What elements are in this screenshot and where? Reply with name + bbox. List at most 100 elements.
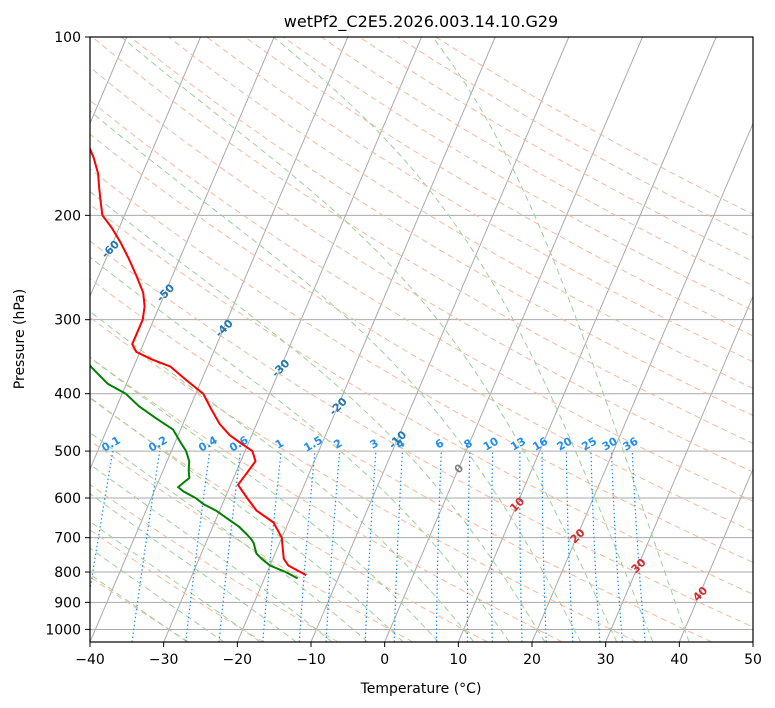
mixing-ratio-line [610, 451, 623, 642]
moist-adiabat-line [121, 37, 618, 642]
isotherm-line [384, 37, 643, 642]
isotherm-line [678, 467, 753, 642]
mixing-ratio-line [218, 451, 242, 642]
moist-adiabat-line [90, 463, 333, 642]
y-tick-label: 400 [54, 387, 81, 403]
isotherm-label: -20 [327, 395, 350, 418]
dry-adiabat-line [90, 99, 753, 502]
isotherm-line [163, 37, 422, 642]
x-tick-label: 10 [449, 652, 467, 668]
plot-frame [89, 36, 754, 643]
temperature-profile-line [90, 146, 307, 577]
x-axis: −40 −30 −20 −10 0 10 20 30 40 50 [75, 642, 762, 668]
mixing-ratio-line [490, 451, 494, 642]
moist-adiabat-line [90, 520, 261, 642]
isotherm-label: 20 [568, 526, 588, 546]
isotherm-line [457, 37, 717, 642]
dry-adiabat-line [90, 397, 488, 642]
y-tick-label: 200 [54, 208, 81, 224]
dry-adiabat-line [90, 278, 712, 642]
y-tick-label: 1000 [45, 622, 81, 638]
isotherm-label: -30 [269, 356, 292, 379]
dry-adiabat-line [435, 37, 753, 215]
x-tick-label: 20 [523, 652, 541, 668]
moist-adiabat-line [90, 396, 404, 642]
isotherm-label: 40 [690, 584, 710, 604]
moist-adiabat-line [90, 547, 225, 642]
y-axis-label: Pressure (hPa) [12, 289, 28, 389]
isotherm-line [90, 37, 201, 298]
x-tick-label: 50 [744, 652, 762, 668]
y-tick-label: 100 [54, 30, 81, 46]
dry-adiabat-line [282, 37, 753, 312]
dry-adiabat-line [90, 356, 563, 642]
mixing-ratio-line [519, 451, 523, 642]
x-tick-label: 40 [670, 652, 688, 668]
moist-adiabat-line [90, 493, 297, 642]
x-axis-label: Temperature (°C) [360, 681, 482, 697]
mixing-ratio-line [131, 451, 161, 642]
isotherm-line [90, 37, 349, 642]
dewpoint-profile-line [90, 364, 299, 580]
mixing-ratio-line [435, 451, 442, 642]
mixing-ratio-line [185, 451, 211, 642]
isotherm-label: 0 [452, 461, 467, 476]
isotherm-line [531, 122, 753, 642]
isotherm-label: -80 [0, 146, 14, 169]
dry-adiabat-line [90, 133, 753, 533]
sounding-profiles [90, 146, 307, 580]
moist-adiabat-line [90, 356, 439, 642]
chart-title: wetPf2_C2E5.2026.003.14.10.G29 [284, 12, 558, 32]
dry-adiabat-line [90, 240, 753, 628]
dry-adiabat-line [91, 37, 753, 445]
y-tick-label: 900 [54, 595, 81, 611]
mixing-ratio-lines [90, 450, 646, 642]
dry-adiabat-line [90, 483, 339, 642]
mixing-ratio-label: 3 [368, 437, 381, 452]
y-tick-label: 700 [54, 531, 81, 547]
plot-area: 0.10.20.40.611.52346810131620253036-100-… [0, 37, 753, 642]
x-tick-label: −40 [75, 652, 105, 668]
x-tick-label: 0 [380, 652, 389, 668]
isotherm-label: 30 [629, 556, 649, 576]
isotherm-line [236, 37, 496, 642]
moist-adiabat-line [90, 256, 510, 642]
moist-adiabat-line [90, 431, 369, 642]
x-tick-label: 30 [597, 652, 615, 668]
mixing-ratio-line [466, 451, 471, 642]
moist-adiabat-line [273, 37, 654, 642]
moist-adiabat-line [90, 310, 475, 642]
dry-adiabat-line [130, 37, 753, 417]
isotherm-line [90, 37, 275, 471]
x-tick-label: −20 [223, 652, 253, 668]
dry-adiabats [90, 37, 753, 642]
moist-adiabat-line [90, 573, 188, 642]
dry-adiabat-line [90, 440, 414, 642]
dry-adiabat-line [90, 203, 753, 595]
mixing-ratio-line [565, 451, 574, 642]
mixing-ratio-line [90, 450, 114, 594]
isotherm-line [605, 295, 753, 642]
moist-adiabat-line [432, 37, 690, 642]
mixing-ratio-line [262, 451, 282, 642]
moist-adiabats [90, 37, 690, 642]
moist-adiabat-line [90, 190, 546, 642]
isotherm-line [752, 640, 753, 642]
y-tick-label: 300 [54, 313, 81, 329]
mixing-ratio-line [590, 451, 601, 642]
dry-adiabat-line [359, 37, 753, 263]
y-tick-label: 600 [54, 491, 81, 507]
y-tick-label: 800 [54, 565, 81, 581]
dry-adiabat-line [168, 37, 753, 389]
y-tick-label: 500 [54, 444, 81, 460]
dry-adiabat-line [90, 576, 190, 642]
dry-adiabat-line [90, 316, 638, 642]
mixing-ratio-line [364, 451, 377, 642]
dry-adiabat-line [244, 37, 753, 337]
dry-adiabat-line [90, 168, 753, 563]
mixing-ratio-line [298, 451, 316, 642]
mixing-ratio-label: 1 [273, 437, 286, 452]
isotherm-label: -50 [154, 281, 177, 304]
dry-adiabat-line [90, 529, 264, 642]
